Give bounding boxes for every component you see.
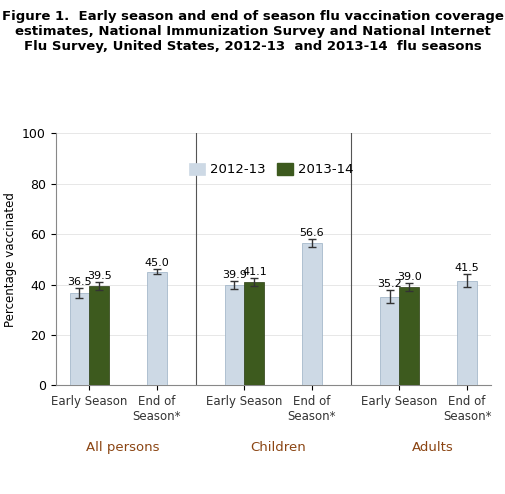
Text: 56.6: 56.6 [299, 228, 324, 238]
Legend: 2012-13, 2013-14: 2012-13, 2013-14 [184, 158, 358, 182]
Text: All persons: All persons [86, 441, 160, 454]
Text: Figure 1.  Early season and end of season flu vaccination coverage
estimates, Na: Figure 1. Early season and end of season… [2, 10, 503, 53]
Bar [301, 243, 321, 385]
Text: 45.0: 45.0 [144, 258, 169, 268]
Text: 39.9: 39.9 [222, 270, 246, 280]
Text: 39.5: 39.5 [87, 271, 112, 281]
Bar [456, 281, 476, 385]
Text: 36.5: 36.5 [67, 277, 91, 287]
Bar [244, 282, 264, 385]
Text: 41.5: 41.5 [453, 263, 478, 273]
Bar [224, 285, 244, 385]
Bar [398, 287, 419, 385]
Text: Children: Children [250, 441, 306, 454]
Bar [69, 293, 89, 385]
Bar [147, 272, 167, 385]
Bar [89, 286, 109, 385]
Text: 35.2: 35.2 [376, 279, 401, 289]
Text: 39.0: 39.0 [396, 272, 421, 282]
Y-axis label: Percentage vaccinated: Percentage vaccinated [4, 192, 17, 327]
Bar [379, 296, 398, 385]
Text: 41.1: 41.1 [241, 267, 266, 277]
Text: Adults: Adults [412, 441, 453, 454]
